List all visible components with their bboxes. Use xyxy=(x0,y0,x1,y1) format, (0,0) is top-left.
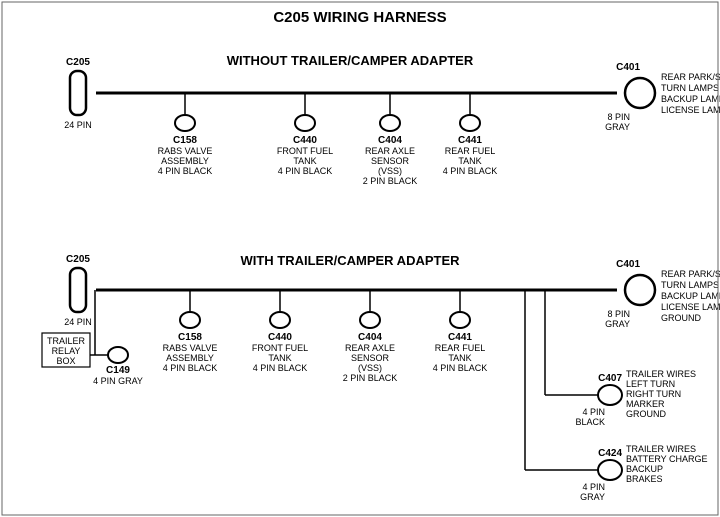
extra-connector-label: MARKER xyxy=(626,399,665,409)
section-subtitle: WITH TRAILER/CAMPER ADAPTER xyxy=(240,253,460,268)
extra-connector-label: RIGHT TURN xyxy=(626,389,681,399)
right-connector-label: BACKUP LAMPS xyxy=(661,291,720,301)
left-connector-tag: C205 xyxy=(66,254,90,265)
right-connector-label: LICENSE LAMPS xyxy=(661,302,720,312)
right-connector-label: GROUND xyxy=(661,313,701,323)
connector-oval xyxy=(180,312,200,328)
connector-label: TANK xyxy=(458,156,481,166)
extra-connector-oval xyxy=(598,385,622,405)
connector-label: (VSS) xyxy=(358,363,382,373)
connector-tag: C158 xyxy=(178,332,202,343)
connector-label: REAR FUEL xyxy=(435,343,486,353)
connector-label: 4 PIN BLACK xyxy=(443,166,498,176)
section: WITH TRAILER/CAMPER ADAPTER C205 24 PIN C15… xyxy=(42,253,720,502)
connector-tag: C441 xyxy=(458,135,482,146)
connector-tag: C440 xyxy=(268,332,292,343)
right-connector-label: TURN LAMPS xyxy=(661,280,719,290)
connector-label: FRONT FUEL xyxy=(252,343,308,353)
connector-label: 2 PIN BLACK xyxy=(343,373,398,383)
extra-connector-oval xyxy=(598,460,622,480)
connector-label: 4 PIN BLACK xyxy=(163,363,218,373)
extra-connector-label: LEFT TURN xyxy=(626,379,675,389)
extra-connector-label: TRAILER WIRES xyxy=(626,444,696,454)
extra-connector-label: GROUND xyxy=(626,409,666,419)
c149-oval xyxy=(108,347,128,363)
connector-label: FRONT FUEL xyxy=(277,146,333,156)
left-connector-tag: C205 xyxy=(66,57,90,68)
connector-label: TANK xyxy=(293,156,316,166)
page-title: C205 WIRING HARNESS xyxy=(273,9,446,26)
connector-oval xyxy=(295,115,315,131)
extra-connector-label: BATTERY CHARGE xyxy=(626,454,708,464)
connector-label: REAR AXLE xyxy=(365,146,415,156)
box-label: TRAILER xyxy=(47,336,86,346)
right-connector-pin: GRAY xyxy=(605,319,630,329)
wiring-diagram: C205 WIRING HARNESS WITHOUT TRAILER/CAMPE… xyxy=(0,0,720,517)
extra-connector-label: BACKUP xyxy=(626,464,663,474)
connector-label: ASSEMBLY xyxy=(166,353,214,363)
connector-tag: C404 xyxy=(358,332,382,343)
left-connector xyxy=(70,71,86,115)
right-connector-pin: 8 PIN xyxy=(607,112,630,122)
extra-connector-pin: GRAY xyxy=(580,492,605,502)
connector-label: 4 PIN BLACK xyxy=(278,166,333,176)
right-connector-label: BACKUP LAMPS xyxy=(661,94,720,104)
section-subtitle: WITHOUT TRAILER/CAMPER ADAPTER xyxy=(227,53,474,68)
connector-label: REAR FUEL xyxy=(445,146,496,156)
connector-oval xyxy=(380,115,400,131)
extra-connector-pin: 4 PIN xyxy=(582,407,605,417)
extra-connector-pin: 4 PIN xyxy=(582,482,605,492)
connector-oval xyxy=(460,115,480,131)
right-connector-circle xyxy=(625,78,655,108)
connector-label: 4 PIN BLACK xyxy=(433,363,488,373)
section: WITHOUT TRAILER/CAMPER ADAPTER C205 24 PIN… xyxy=(64,53,720,186)
c149-pin: 4 PIN GRAY xyxy=(93,376,143,386)
connector-label: SENSOR xyxy=(351,353,390,363)
right-connector-label: REAR PARK/STOP xyxy=(661,72,720,82)
connector-label: TANK xyxy=(448,353,471,363)
connector-label: 2 PIN BLACK xyxy=(363,176,418,186)
connector-label: REAR AXLE xyxy=(345,343,395,353)
connector-label: TANK xyxy=(268,353,291,363)
connector-oval xyxy=(270,312,290,328)
connector-oval xyxy=(360,312,380,328)
connector-tag: C441 xyxy=(448,332,472,343)
right-connector-tag: C401 xyxy=(616,62,640,73)
box-label: BOX xyxy=(56,356,75,366)
connector-label: (VSS) xyxy=(378,166,402,176)
connector-tag: C158 xyxy=(173,135,197,146)
extra-connector-label: TRAILER WIRES xyxy=(626,369,696,379)
right-connector-label: LICENSE LAMPS xyxy=(661,105,720,115)
left-connector-pin: 24 PIN xyxy=(64,120,92,130)
right-connector-tag: C401 xyxy=(616,259,640,270)
connector-oval xyxy=(450,312,470,328)
extra-connector-tag: C424 xyxy=(598,448,622,459)
box-label: RELAY xyxy=(52,346,81,356)
extra-connector-label: BRAKES xyxy=(626,474,663,484)
left-connector xyxy=(70,268,86,312)
connector-tag: C440 xyxy=(293,135,317,146)
extra-connector-tag: C407 xyxy=(598,373,622,384)
right-connector-pin: GRAY xyxy=(605,122,630,132)
connector-tag: C404 xyxy=(378,135,402,146)
connector-label: RABS VALVE xyxy=(158,146,213,156)
connector-label: ASSEMBLY xyxy=(161,156,209,166)
right-connector-circle xyxy=(625,275,655,305)
right-connector-label: TURN LAMPS xyxy=(661,83,719,93)
right-connector-pin: 8 PIN xyxy=(607,309,630,319)
c149-tag: C149 xyxy=(106,365,130,376)
connector-label: SENSOR xyxy=(371,156,410,166)
extra-connector-pin: BLACK xyxy=(575,417,605,427)
right-connector-label: REAR PARK/STOP xyxy=(661,269,720,279)
connector-oval xyxy=(175,115,195,131)
left-connector-pin: 24 PIN xyxy=(64,317,92,327)
connector-label: 4 PIN BLACK xyxy=(158,166,213,176)
connector-label: RABS VALVE xyxy=(163,343,218,353)
connector-label: 4 PIN BLACK xyxy=(253,363,308,373)
